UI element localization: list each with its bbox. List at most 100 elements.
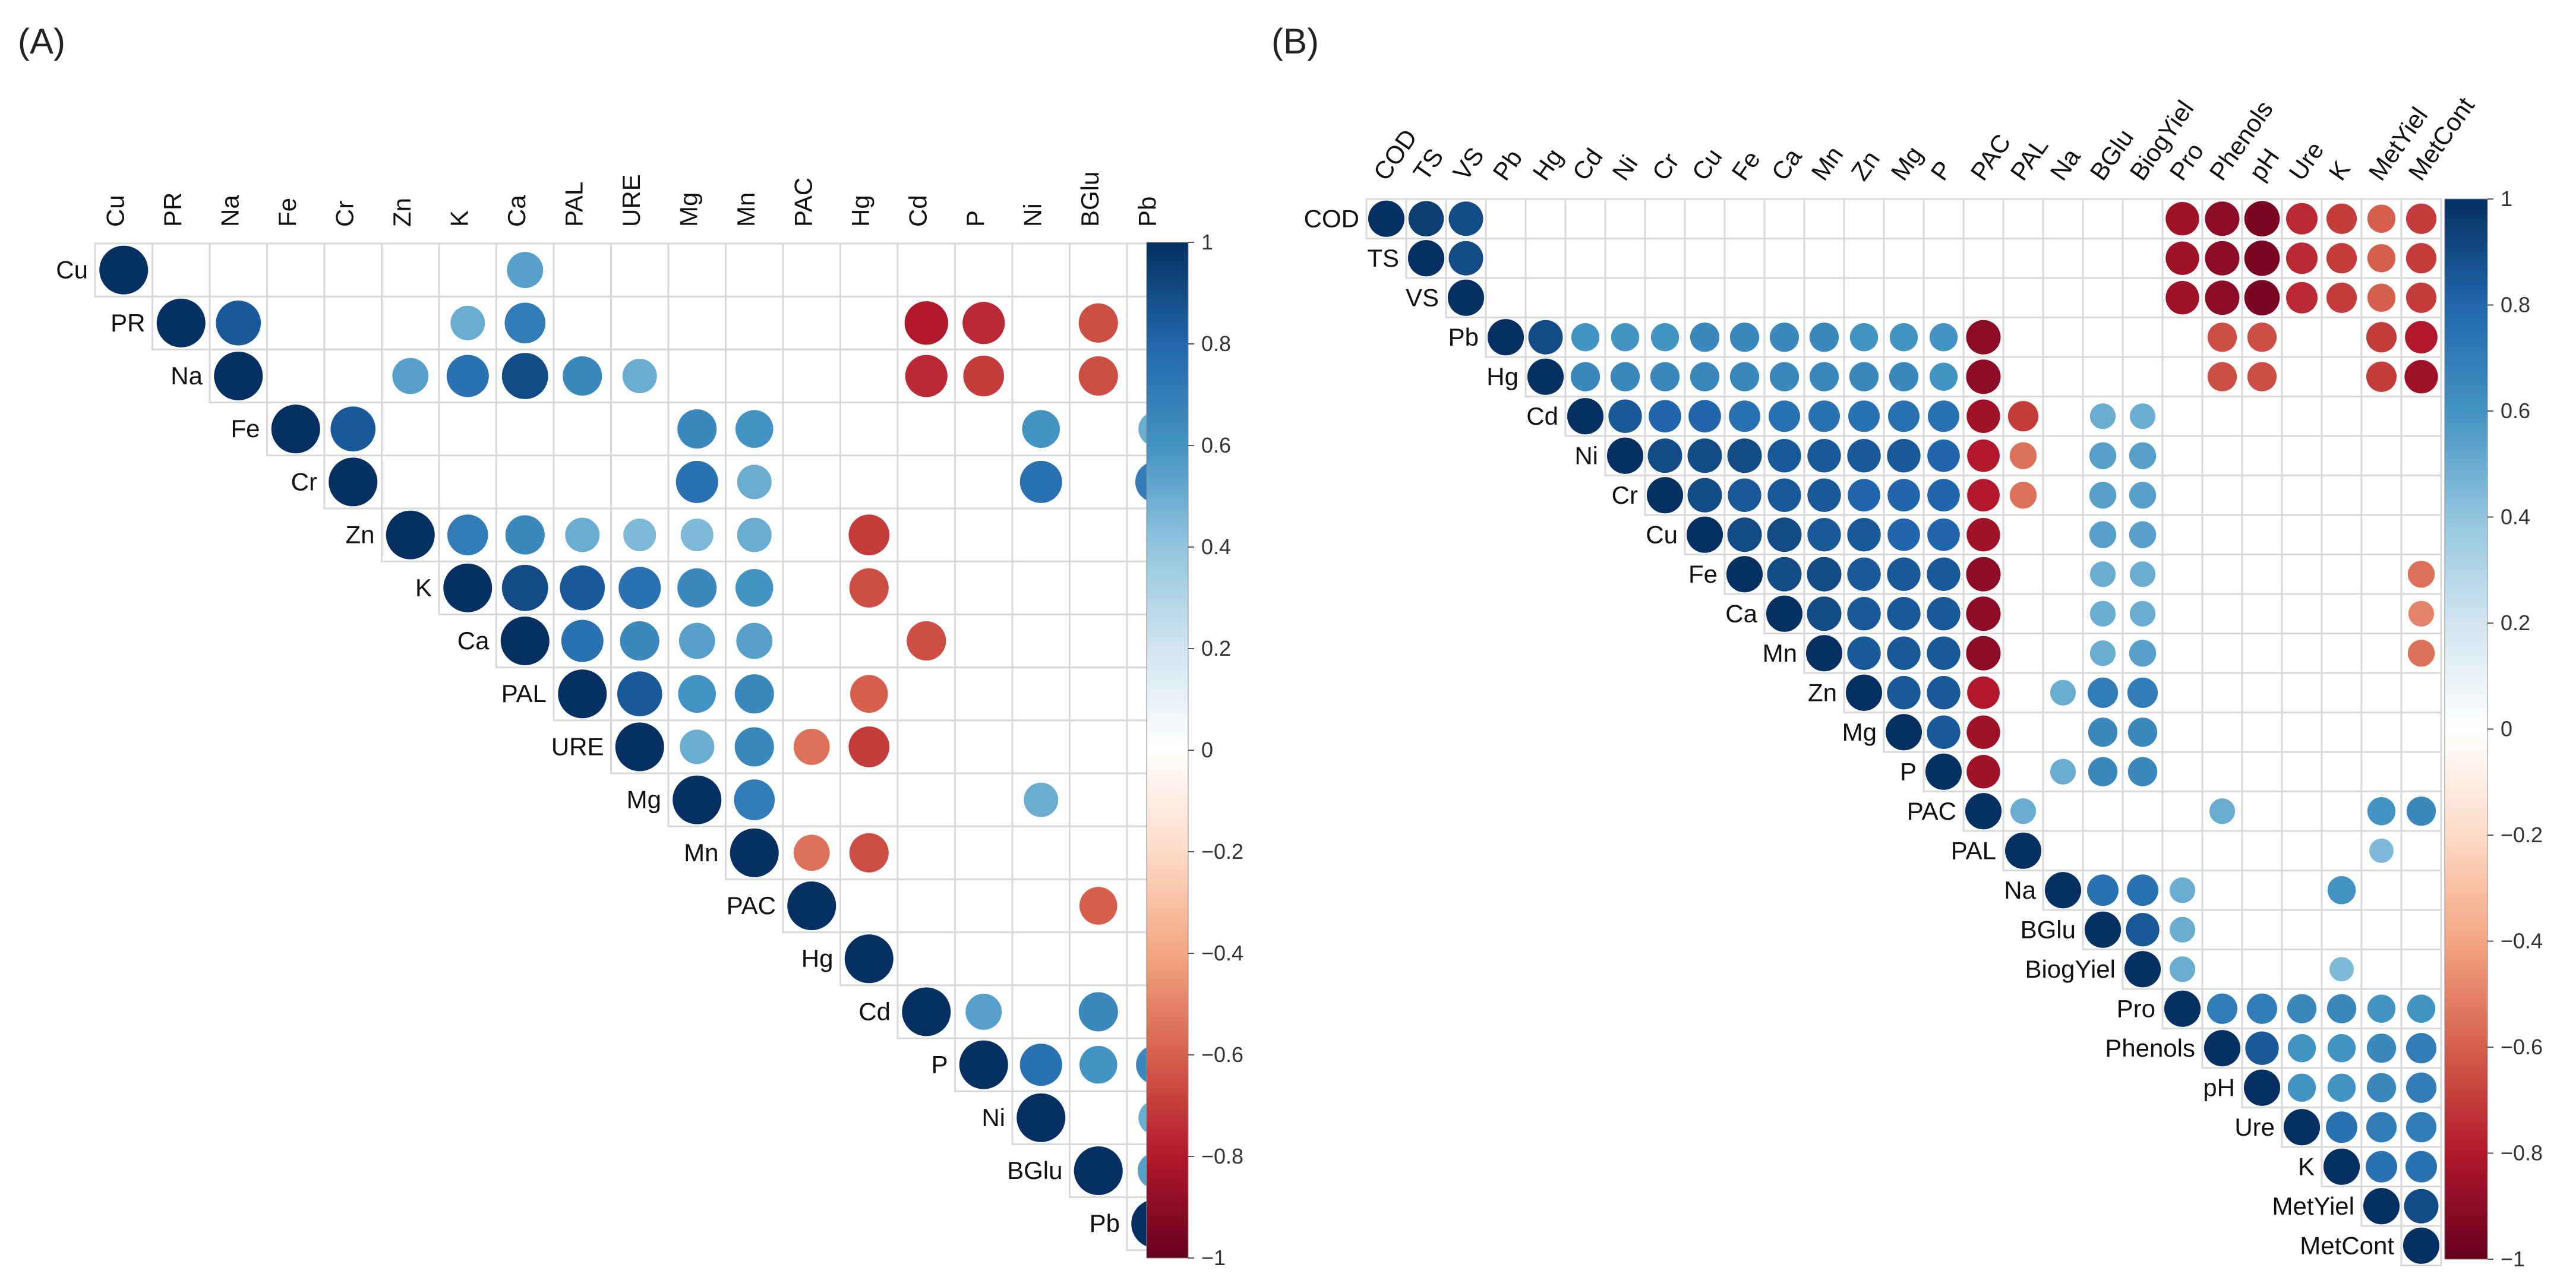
grid-cell [1524, 198, 1567, 239]
corr-circle [1407, 240, 1445, 277]
col-label: Zn [1845, 146, 1885, 185]
col-label: PAC [789, 178, 817, 227]
corr-circle [2129, 601, 2156, 627]
grid-cell [2161, 396, 2204, 437]
corr-circle [2165, 281, 2199, 315]
grid-cell [1069, 507, 1128, 562]
corr-circle [2366, 1151, 2397, 1183]
corr-circle [1024, 782, 1059, 817]
corr-circle [1769, 362, 1800, 391]
grid-cell [2281, 949, 2323, 990]
col-label: Mg [674, 192, 702, 227]
grid-cell [2241, 435, 2283, 476]
grid-cell [1883, 277, 1925, 318]
grid-cell [2122, 277, 2164, 318]
corr-circle [680, 519, 714, 552]
grid-cell [1011, 295, 1071, 350]
grid-cell [381, 242, 440, 298]
corr-circle [2286, 242, 2318, 274]
corr-circle [905, 355, 948, 397]
grid-cell [954, 402, 1014, 457]
col-label: Cr [330, 201, 358, 227]
grid-cell [839, 772, 899, 827]
row-label: Cu [56, 256, 88, 284]
grid-cell [2360, 633, 2403, 674]
corr-circle [849, 568, 889, 608]
corr-circle [1929, 323, 1958, 352]
grid-cell [610, 402, 670, 457]
corr-circle [1022, 410, 1060, 448]
grid-cell [2201, 870, 2243, 911]
corr-circle [735, 569, 774, 607]
col-label: Zn [388, 198, 416, 227]
panel-a-label: (A) [18, 21, 65, 61]
grid-cell [725, 348, 784, 404]
grid-cell [1524, 238, 1567, 279]
grid-cell [266, 242, 326, 298]
corr-circle [2407, 640, 2435, 667]
grid-cell [2321, 593, 2363, 634]
corr-circle [1847, 636, 1881, 670]
corr-circle [2089, 601, 2116, 627]
corr-circle [2127, 677, 2158, 708]
corr-circle [2323, 1148, 2360, 1185]
grid-cell [2241, 712, 2283, 753]
corr-circle [2129, 561, 2156, 587]
corr-circle [1571, 323, 1600, 352]
grid-cell [839, 878, 899, 934]
grid-cell [2042, 830, 2084, 871]
grid-cell [2122, 317, 2164, 358]
grid-cell [2241, 633, 2283, 674]
grid-cell [2042, 712, 2084, 753]
corr-circle [2367, 283, 2396, 312]
corr-circle [1650, 362, 1680, 391]
grid-cell [1564, 198, 1606, 239]
corr-circle [2129, 442, 2157, 469]
grid-cell [1883, 198, 1925, 239]
corr-circle [2247, 323, 2277, 352]
corr-circle [1079, 1045, 1117, 1084]
grid-cell [2201, 396, 2243, 437]
grid-cell [2002, 198, 2044, 239]
grid-cell [1843, 277, 1885, 318]
grid-cell [1485, 277, 1527, 318]
corr-circle [1570, 362, 1600, 391]
col-label: PAL [560, 182, 588, 227]
col-label: Ca [1766, 143, 1807, 185]
grid-cell [2002, 751, 2044, 792]
col-label: Ni [1606, 150, 1643, 185]
corr-circle [1528, 320, 1563, 355]
corr-circle [2369, 838, 2394, 863]
corr-circle [677, 409, 717, 449]
colorbar-tick-label: 0.4 [2501, 505, 2530, 529]
corr-circle [2366, 361, 2397, 392]
corr-circle [2403, 1227, 2440, 1264]
grid-cell [2042, 277, 2084, 318]
corr-circle [1966, 320, 2001, 355]
grid-cell [1962, 198, 2004, 239]
grid-cell [2161, 593, 2204, 634]
grid-cell [1922, 198, 1965, 239]
corr-circle [793, 835, 830, 871]
grid-cell [2002, 238, 2044, 279]
grid-cell [954, 454, 1014, 510]
col-label: P [961, 210, 989, 227]
corr-circle [2404, 1189, 2439, 1224]
grid-cell [381, 295, 440, 350]
corr-circle [2089, 482, 2117, 509]
colorbar-tick-label: 0.4 [1201, 535, 1231, 559]
col-label: Hg [1527, 143, 1568, 185]
corr-circle [1925, 753, 1962, 790]
corr-circle [2326, 243, 2357, 274]
grid-cell [2321, 396, 2363, 437]
row-label: TS [1367, 244, 1399, 272]
grid-cell [2321, 317, 2363, 358]
grid-cell [667, 348, 727, 404]
row-label: Hg [801, 944, 834, 972]
row-label: PAC [1907, 797, 1956, 825]
row-label: Ni [1574, 441, 1598, 469]
row-label: K [415, 574, 432, 602]
col-label: Cd [904, 195, 932, 227]
corr-circle [505, 515, 545, 555]
corr-circle [2244, 240, 2280, 276]
